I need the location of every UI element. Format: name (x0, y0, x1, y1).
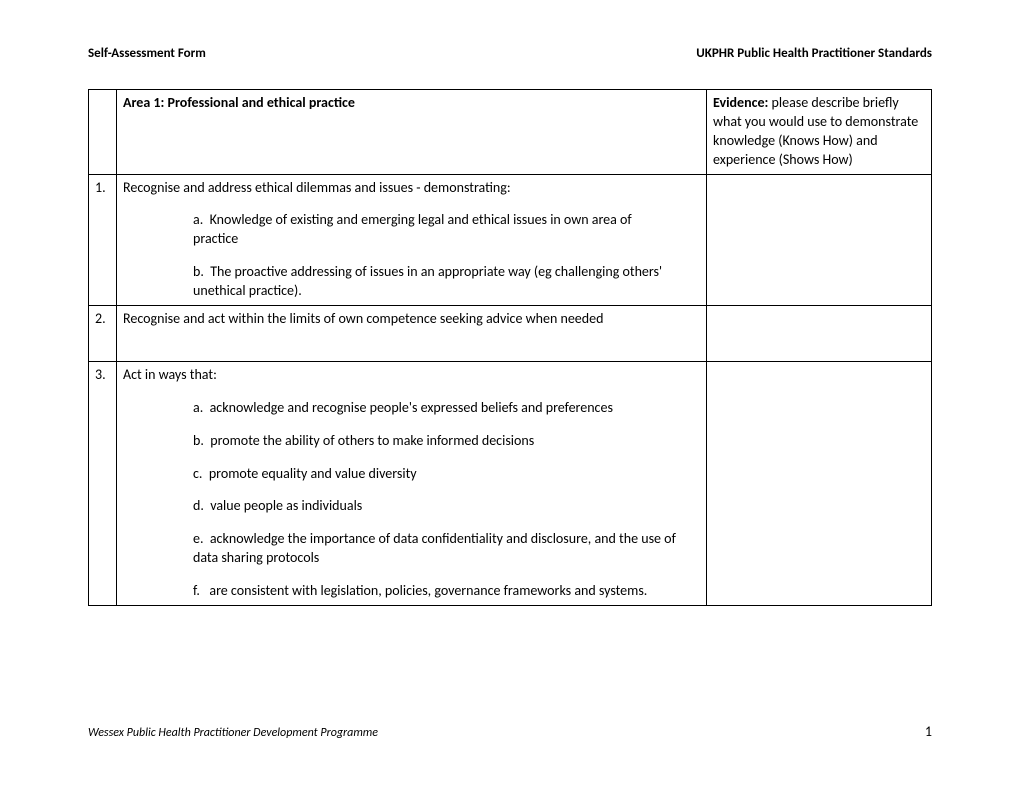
page-number: 1 (925, 723, 932, 740)
sub-item: b. The proactive addressing of issues in… (123, 263, 700, 301)
item-text: are consistent with legislation, policie… (209, 582, 647, 599)
item-text: The proactive addressing of issues in an… (193, 263, 662, 299)
row-description: Recognise and address ethical dilemmas a… (117, 174, 707, 305)
table-header-row: Area 1: Professional and ethical practic… (89, 90, 932, 175)
row-intro: Recognise and address ethical dilemmas a… (123, 179, 700, 198)
header-right: UKPHR Public Health Practitioner Standar… (696, 46, 932, 61)
sub-item: c. promote equality and value diversity (123, 465, 700, 484)
item-letter: a. (193, 211, 203, 228)
item-letter: f. (193, 582, 200, 599)
row-intro: Act in ways that: (123, 366, 700, 385)
evidence-label: Evidence: (713, 94, 768, 111)
row-description: Recognise and act within the limits of o… (117, 306, 707, 362)
item-letter: c. (193, 465, 202, 482)
sub-item: a. acknowledge and recognise people's ex… (123, 399, 700, 418)
area-title: Area 1: Professional and ethical practic… (123, 94, 355, 111)
area-header-cell: Area 1: Professional and ethical practic… (117, 90, 707, 175)
page-footer: Wessex Public Health Practitioner Develo… (88, 723, 932, 740)
evidence-cell[interactable] (707, 361, 932, 605)
table-row: 1. Recognise and address ethical dilemma… (89, 174, 932, 305)
header-left: Self-Assessment Form (88, 46, 206, 61)
evidence-cell[interactable] (707, 306, 932, 362)
item-letter: d. (193, 497, 204, 514)
item-text: Knowledge of existing and emerging legal… (193, 211, 632, 247)
sub-item: d. value people as individuals (123, 497, 700, 516)
item-text: promote equality and value diversity (209, 465, 417, 482)
table-row: 3. Act in ways that: a. acknowledge and … (89, 361, 932, 605)
item-letter: a. (193, 399, 203, 416)
sub-item: f. are consistent with legislation, poli… (123, 582, 700, 601)
footer-program-name: Wessex Public Health Practitioner Develo… (88, 726, 378, 740)
row-intro: Recognise and act within the limits of o… (123, 310, 700, 329)
assessment-table: Area 1: Professional and ethical practic… (88, 89, 932, 606)
table-row: 2. Recognise and act within the limits o… (89, 306, 932, 362)
item-letter: b. (193, 432, 204, 449)
page-header: Self-Assessment Form UKPHR Public Health… (88, 46, 932, 61)
row-description: Act in ways that: a. acknowledge and rec… (117, 361, 707, 605)
row-number: 2. (89, 306, 117, 362)
item-text: acknowledge the importance of data confi… (193, 530, 676, 566)
evidence-cell[interactable] (707, 174, 932, 305)
sub-item: a. Knowledge of existing and emerging le… (123, 211, 700, 249)
item-letter: b. (193, 263, 204, 280)
header-num-cell (89, 90, 117, 175)
item-text: value people as individuals (210, 497, 362, 514)
row-number: 1. (89, 174, 117, 305)
item-text: acknowledge and recognise people's expre… (210, 399, 613, 416)
item-letter: e. (193, 530, 204, 547)
row-number: 3. (89, 361, 117, 605)
sub-item: e. acknowledge the importance of data co… (123, 530, 700, 568)
item-text: promote the ability of others to make in… (210, 432, 534, 449)
sub-item: b. promote the ability of others to make… (123, 432, 700, 451)
evidence-header-cell: Evidence: please describe briefly what y… (707, 90, 932, 175)
